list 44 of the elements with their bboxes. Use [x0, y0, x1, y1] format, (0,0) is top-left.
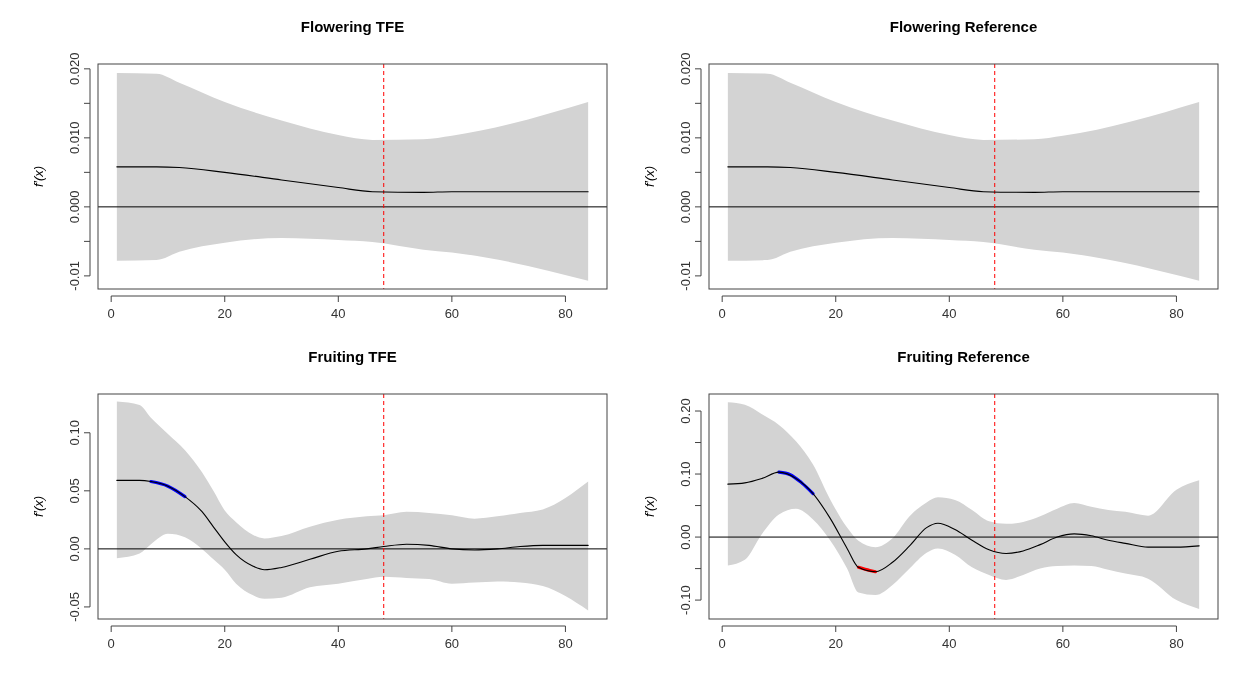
chart-title: Flowering Reference: [889, 18, 1038, 35]
y-tick-label: 0.00: [678, 524, 693, 550]
y-axis-title: f′(x): [31, 165, 46, 188]
y-tick-label: 0.00: [67, 536, 82, 562]
y-tick-label: 0.05: [67, 478, 82, 504]
x-tick-label: 0: [718, 636, 726, 651]
x-tick-label: 80: [558, 306, 573, 321]
y-tick-label: -0.01: [67, 261, 82, 291]
x-tick-label: 60: [444, 636, 460, 651]
x-tick-label: 60: [444, 306, 460, 321]
y-tick-label: 0.000: [678, 190, 693, 224]
y-tick-label: 0.20: [678, 398, 693, 424]
x-tick-label: 60: [1055, 306, 1071, 321]
y-tick-label: 0.10: [67, 420, 82, 446]
x-tick-label: 20: [217, 636, 232, 651]
x-tick-label: 80: [1169, 306, 1184, 321]
y-tick-label: 0.020: [678, 52, 693, 86]
y-tick-label: 0.010: [678, 121, 693, 155]
x-tick-label: 0: [718, 306, 726, 321]
y-tick-label: 0.000: [67, 190, 82, 224]
y-tick-label: 0.020: [67, 52, 82, 86]
x-tick-label: 20: [828, 306, 843, 321]
x-tick-label: 40: [331, 636, 346, 651]
x-tick-label: 0: [107, 636, 115, 651]
chart-title: Fruiting Reference: [897, 348, 1030, 365]
y-tick-label: -0.05: [67, 592, 82, 622]
x-tick-label: 0: [107, 306, 115, 321]
x-tick-label: 40: [331, 306, 346, 321]
x-tick-label: 40: [942, 306, 957, 321]
x-tick-label: 20: [828, 636, 843, 651]
y-tick-label: -0.01: [678, 261, 693, 291]
y-axis-title: f′(x): [31, 495, 46, 518]
x-tick-label: 80: [1169, 636, 1184, 651]
y-axis-title: f′(x): [642, 495, 657, 518]
x-tick-label: 80: [558, 636, 573, 651]
x-tick-label: 20: [217, 306, 232, 321]
y-axis-title: f′(x): [642, 165, 657, 188]
chart-title: Fruiting TFE: [308, 348, 397, 365]
y-tick-label: 0.10: [678, 461, 693, 487]
x-tick-label: 60: [1055, 636, 1071, 651]
y-tick-label: 0.010: [67, 121, 82, 155]
chart-title: Flowering TFE: [300, 18, 405, 35]
y-tick-label: -0.10: [678, 585, 693, 615]
x-tick-label: 40: [942, 636, 957, 651]
